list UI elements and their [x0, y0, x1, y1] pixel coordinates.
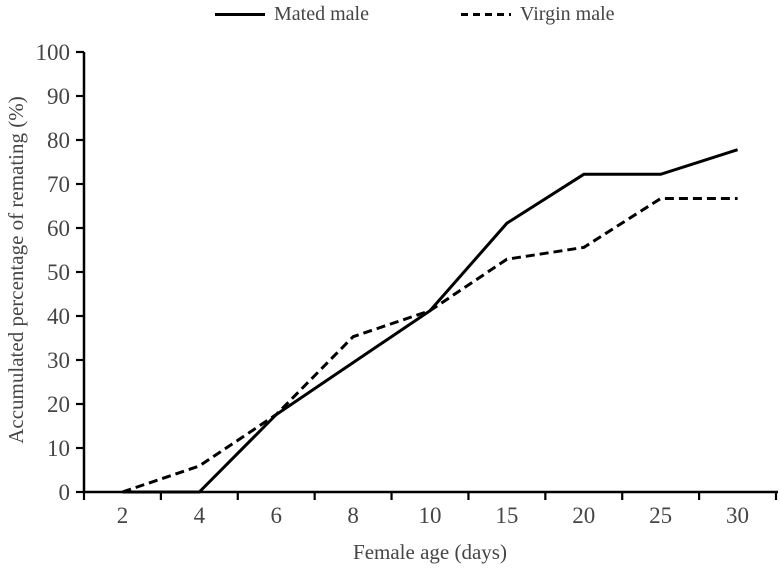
y-tick-label: 0 [59, 480, 71, 505]
y-tick-label: 90 [47, 84, 70, 109]
x-tick-label: 2 [117, 503, 129, 528]
series-line-mated-male [122, 148, 739, 494]
y-tick-label: 70 [47, 172, 70, 197]
legend-item-mated-male: Mated male [215, 3, 369, 25]
x-tick-label: 25 [649, 503, 672, 528]
y-tick-label: 20 [47, 392, 70, 417]
legend-item-virgin-male: Virgin male [461, 3, 615, 25]
y-tick-label: 80 [47, 128, 70, 153]
y-tick-label: 10 [47, 436, 70, 461]
x-tick-label: 30 [726, 503, 749, 528]
legend-label-mated-male: Mated male [274, 2, 369, 25]
y-tick-label: 50 [47, 260, 70, 285]
x-tick-label: 20 [572, 503, 595, 528]
y-tick-label: 40 [47, 304, 70, 329]
y-axis-title: Accumulated percentage of remating (%) [4, 96, 28, 444]
legend-label-virgin-male: Virgin male [520, 2, 615, 25]
x-tick-label: 8 [347, 503, 359, 528]
x-tick-label: 10 [419, 503, 442, 528]
x-axis-title: Female age (days) [353, 540, 507, 564]
y-tick-label: 100 [36, 40, 71, 65]
x-tick-label: 4 [194, 503, 206, 528]
series-line-virgin-male [121, 197, 738, 494]
y-tick-label: 60 [47, 216, 70, 241]
solid-line-swatch [215, 12, 265, 16]
dashed-line-swatch [461, 12, 511, 16]
x-tick-label: 15 [495, 503, 518, 528]
y-tick-label: 30 [47, 348, 70, 373]
x-tick-label: 6 [270, 503, 282, 528]
